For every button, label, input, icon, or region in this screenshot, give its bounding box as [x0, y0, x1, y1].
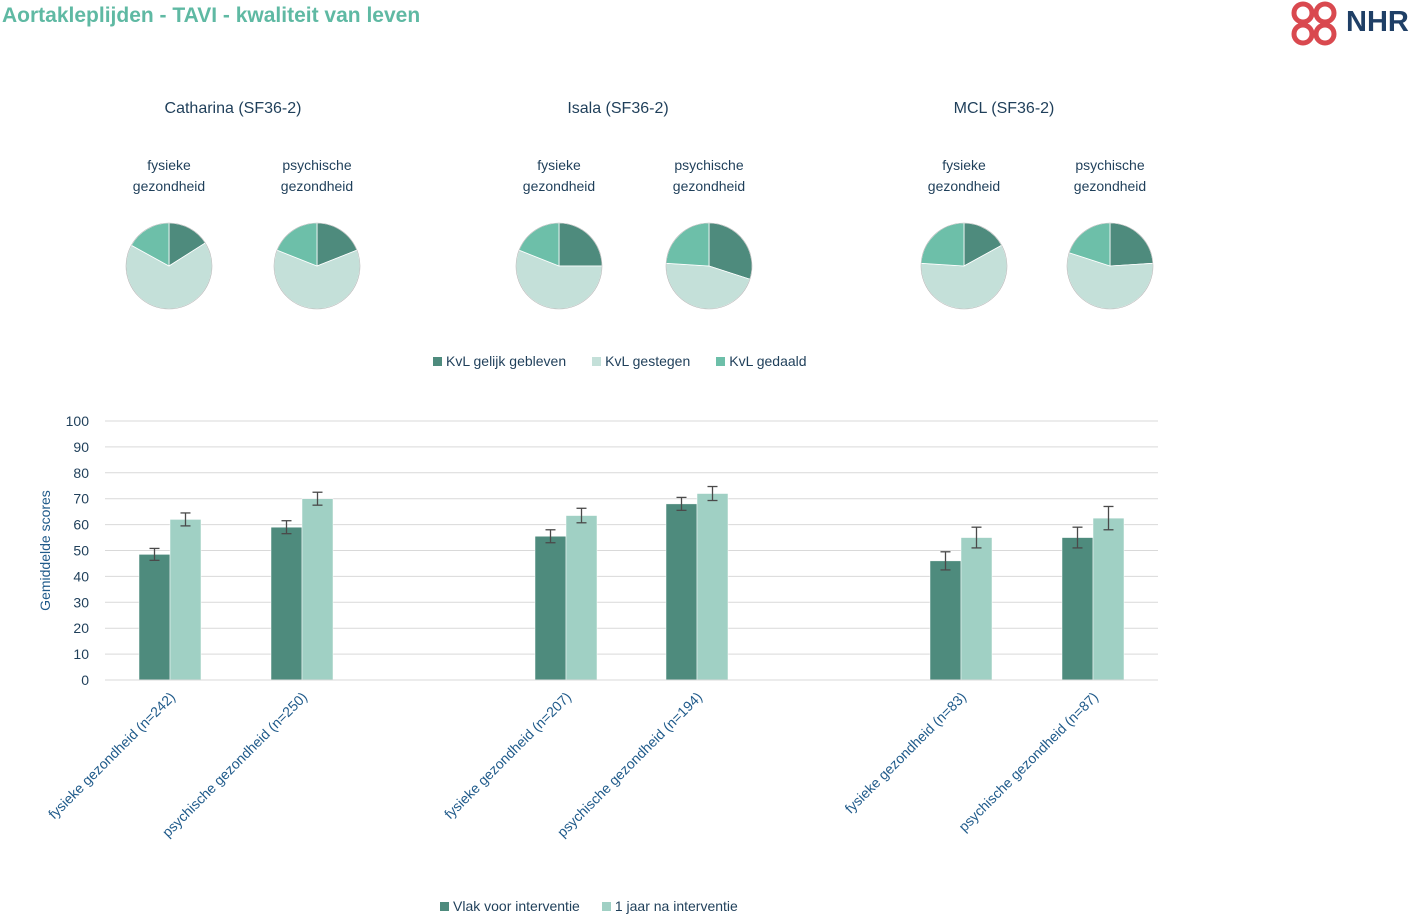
pie-group-title: MCL (SF36-2): [953, 100, 1055, 117]
pie-label: fysieke gezondheid: [522, 157, 596, 194]
y-tick-label: 50: [73, 543, 89, 559]
nhr-logo: [1291, 1, 1337, 46]
legend-swatch: [601, 901, 611, 911]
pie-slice-gedaald: [665, 222, 710, 267]
legend-swatch: [440, 901, 449, 911]
y-tick-label: 70: [73, 491, 89, 507]
bar-legend: Vlak voor interventie 1 jaar na intervent…: [440, 898, 760, 914]
bar-1-jaar-na: [960, 537, 993, 681]
bar-chart: 0 10 20 30 40 50 60 70 80 90 100 Gemiddelde scores f…: [37, 413, 1158, 840]
y-tick-label: 40: [73, 568, 89, 584]
pie-group-title: Isala (SF36-2): [567, 100, 669, 117]
y-tick-label: 10: [73, 646, 89, 662]
bar-vlak-voor: [534, 536, 567, 681]
bar-1-jaar-na: [301, 498, 334, 681]
nhr-logo-text: NHR: [1346, 6, 1409, 38]
pie-group-title: Catharina (SF36-2): [164, 100, 302, 117]
y-tick-label: 30: [73, 594, 89, 610]
pie-outline: [665, 222, 753, 310]
page-title: Aortakleplijden - TAVI - kwaliteit van l…: [2, 4, 421, 27]
pie-label: psychische gezondheid: [672, 157, 746, 194]
y-tick-label: 80: [73, 465, 89, 481]
x-tick-label: psychische gezondheid (n=87): [955, 689, 1101, 835]
pie-chart: [515, 222, 603, 310]
bar-vlak-voor: [665, 503, 698, 681]
legend-swatch: [433, 356, 442, 366]
legend-label: KvL gedaald: [729, 353, 807, 369]
pie-legend-item: KvL gestegen: [592, 353, 690, 369]
legend-label: 1 jaar na interventie: [614, 898, 738, 914]
bar-1-jaar-na: [169, 519, 202, 681]
pie-legend-item: KvL gedaald: [716, 353, 807, 369]
pie-outline: [125, 222, 213, 310]
pie-legend-item: KvL gelijk gebleven: [433, 353, 566, 369]
pie-legend: KvL gelijk gebleven KvL gestegen KvL gedaa…: [433, 353, 833, 369]
pie-chart: [665, 222, 753, 310]
nhr-logo-mark-icon: [1291, 1, 1337, 46]
pie-slice-gelijk: [558, 222, 603, 267]
y-tick-label: 90: [73, 439, 89, 455]
bar-vlak-voor: [270, 526, 303, 681]
pie-chart: [125, 222, 213, 310]
pie-label: fysieke gezondheid: [132, 157, 206, 194]
legend-label: KvL gestegen: [605, 353, 691, 369]
y-tick-label: 100: [66, 413, 90, 429]
pie-label: fysieke gezondheid: [927, 157, 1001, 194]
legend-label: Vlak voor interventie: [453, 898, 580, 914]
pie-chart: [273, 222, 361, 310]
y-tick-label: 60: [73, 517, 89, 533]
pie-label: psychische gezondheid: [1073, 157, 1147, 194]
y-tick-label: 0: [81, 672, 89, 688]
pie-label: psychische gezondheid: [280, 157, 354, 194]
pie-chart: [1066, 222, 1154, 310]
x-tick-label: fysieke gezondheid (n=83): [841, 689, 969, 817]
pie-outline: [1066, 222, 1154, 310]
pie-slice-gedaald: [920, 222, 965, 267]
pie-slice-gelijk: [1109, 222, 1154, 267]
pie-chart: [920, 222, 1008, 310]
bar-1-jaar-na: [1092, 517, 1125, 681]
bar-legend-item: 1 jaar na interventie: [601, 898, 738, 914]
bar-vlak-voor: [929, 560, 962, 681]
y-axis-label: Gemiddelde scores: [37, 490, 53, 611]
bar-1-jaar-na: [696, 493, 729, 681]
bar-legend-item: Vlak voor interventie: [440, 898, 580, 914]
legend-swatch: [716, 356, 726, 366]
x-tick-label: fysieke gezondheid (n=207): [441, 689, 574, 822]
x-tick-label: fysieke gezondheid (n=242): [45, 689, 178, 822]
x-tick-label: psychische gezondheid (n=250): [159, 689, 310, 840]
x-tick-label: psychische gezondheid (n=194): [554, 689, 705, 840]
pie-outline: [273, 222, 361, 310]
bar-vlak-voor: [1061, 537, 1094, 681]
pie-outline: [515, 222, 603, 310]
bar-vlak-voor: [138, 554, 171, 681]
legend-swatch: [592, 356, 602, 366]
y-tick-label: 20: [73, 620, 89, 636]
bar-1-jaar-na: [565, 515, 598, 681]
pie-outline: [920, 222, 1008, 310]
legend-label: KvL gelijk gebleven: [446, 353, 567, 369]
